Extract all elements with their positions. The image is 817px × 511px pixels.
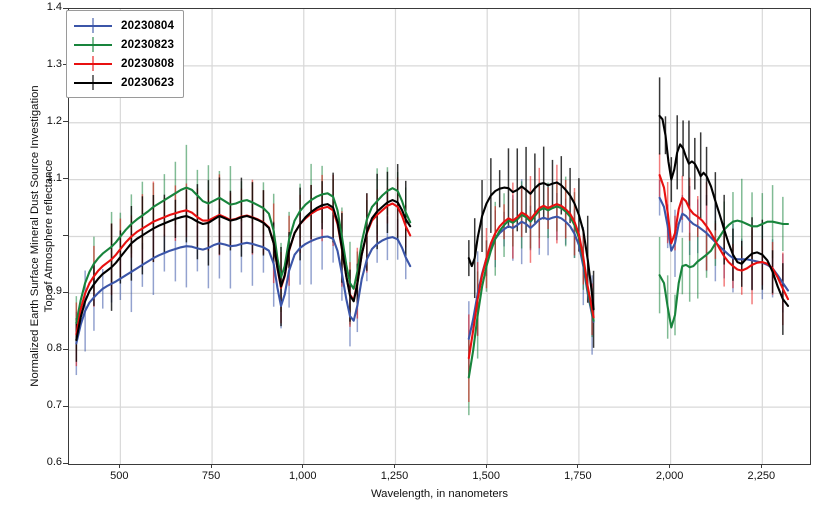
legend-item-20230623[interactable]: 20230623 xyxy=(74,73,174,92)
x-tick-label: 1,000 xyxy=(289,470,317,482)
x-tickmark xyxy=(302,463,304,468)
y-tick-label: 0.7 xyxy=(46,399,62,412)
series-lines xyxy=(75,114,790,379)
x-tick-label: 1,500 xyxy=(472,470,500,482)
gridlines xyxy=(69,9,810,464)
x-tickmark xyxy=(118,463,120,468)
y-tick-label: 0.9 xyxy=(46,285,62,298)
y-tick-label: 1.1 xyxy=(46,171,62,184)
y-tickmark xyxy=(63,235,68,236)
legend-errorbar-marker-icon xyxy=(74,55,112,72)
legend-errorbar-marker-icon xyxy=(74,74,112,91)
legend[interactable]: 20230804 20230823 20230808 20230623 xyxy=(66,10,185,98)
legend-item-20230804[interactable]: 20230804 xyxy=(74,16,174,35)
y-tickmark xyxy=(63,348,68,350)
y-axis-title: Normalized Earth Surface Mineral Dust So… xyxy=(28,26,56,446)
y-tickmark xyxy=(63,7,68,9)
plot-area xyxy=(68,8,811,465)
legend-item-20230823[interactable]: 20230823 xyxy=(74,35,174,54)
x-tickmark xyxy=(485,463,487,468)
x-tick-label: 1,250 xyxy=(380,470,409,482)
legend-errorbar-swatch xyxy=(91,75,94,90)
y-tick-label: 0.6 xyxy=(46,456,62,468)
y-tick-label: 1.2 xyxy=(46,114,62,127)
legend-errorbar-swatch xyxy=(91,56,94,71)
legend-label: 20230804 xyxy=(121,19,175,32)
y-axis-title-line2: Top of Atmosphere reflectance xyxy=(43,159,55,313)
y-tickmark xyxy=(63,462,68,464)
x-tick-label: 2,250 xyxy=(747,470,776,482)
x-tick-label: 500 xyxy=(110,470,129,482)
legend-label: 20230808 xyxy=(121,57,175,70)
x-tickmark xyxy=(210,463,212,468)
x-tickmark xyxy=(760,463,762,468)
y-tick-label: 1.4 xyxy=(46,1,62,13)
legend-errorbar-swatch xyxy=(91,18,94,33)
legend-errorbar-marker-icon xyxy=(74,17,112,34)
x-tickmark xyxy=(393,463,395,468)
y-tickmark xyxy=(63,178,68,180)
x-tick-label: 2,000 xyxy=(655,470,684,482)
legend-label: 20230823 xyxy=(121,38,175,51)
legend-label: 20230623 xyxy=(121,76,175,89)
y-tickmark xyxy=(63,405,68,407)
y-tickmark xyxy=(63,121,68,123)
x-tick-label: 750 xyxy=(201,470,221,482)
x-tickmark xyxy=(577,463,579,468)
x-axis-title: Wavelength, in nanometers xyxy=(370,488,509,500)
plot-svg xyxy=(69,9,810,464)
y-axis-title-line1: Normalized Earth Surface Mineral Dust So… xyxy=(29,85,41,387)
legend-errorbar-marker-icon xyxy=(74,36,112,53)
y-tick-label: 1.3 xyxy=(46,57,62,70)
y-tickmark xyxy=(63,64,68,66)
legend-errorbar-swatch xyxy=(91,37,94,52)
x-tickmark xyxy=(669,463,671,468)
y-tick-label: 0.8 xyxy=(46,342,62,355)
y-tickmark xyxy=(63,291,68,293)
x-tick-label: 1,750 xyxy=(564,470,592,482)
legend-item-20230808[interactable]: 20230808 xyxy=(74,54,174,73)
